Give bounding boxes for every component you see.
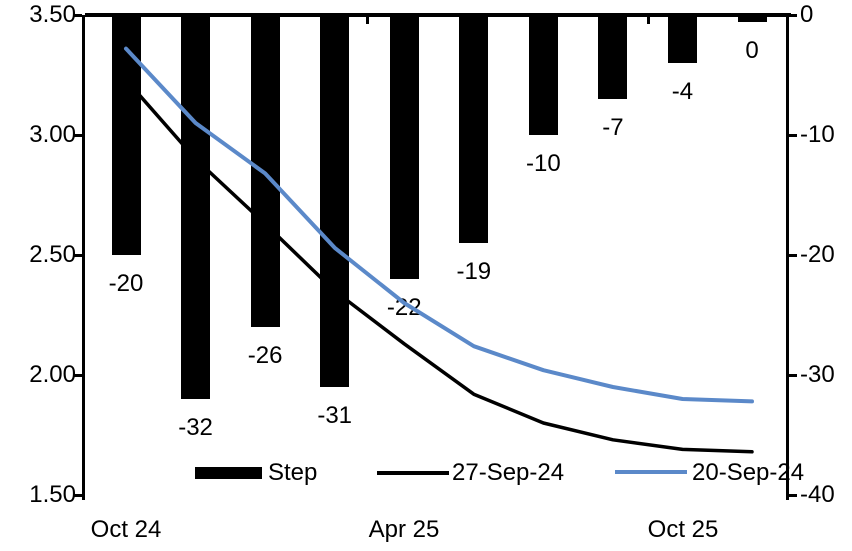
right-axis-tick (789, 373, 797, 377)
left-axis-tick-label: 2.50 (29, 241, 76, 268)
x-axis-label-oct-25: Oct 25 (647, 516, 719, 543)
top-axis-tick (366, 15, 369, 24)
legend-27-sep-24-label: 27-Sep-24 (452, 459, 565, 486)
right-axis-tick (789, 133, 797, 137)
line-20-sep-24 (124, 46, 754, 404)
left-axis-tick-label: 3.50 (29, 1, 76, 28)
bar-value-label: -10 (526, 150, 561, 177)
bar-step (459, 17, 489, 243)
bar-step (598, 17, 628, 99)
bar-value-label: 0 (745, 37, 759, 64)
bar-value-label: -31 (317, 402, 353, 429)
top-axis-tick (647, 15, 650, 24)
top-axis-line (85, 13, 791, 17)
line-27-sep-24 (124, 78, 754, 454)
left-axis-tick (74, 373, 82, 377)
legend-20-sep-24-line-swatch-icon (615, 470, 687, 474)
legend-step-label: Step (268, 459, 318, 486)
left-axis-tick-label: 1.50 (29, 481, 76, 508)
bar-step (320, 17, 350, 387)
bar-value-label: -4 (671, 78, 694, 105)
left-axis-tick-label: 2.00 (29, 361, 76, 388)
right-axis-tick-label: -40 (800, 481, 835, 508)
bar-value-label: -26 (247, 342, 283, 369)
bar-step (389, 17, 419, 279)
legend-20-sep-24-label: 20-Sep-24 (692, 459, 805, 486)
right-axis-tick-label: -30 (800, 361, 835, 388)
right-axis-line (786, 15, 789, 500)
left-axis-tick-label: 3.00 (29, 121, 76, 148)
right-axis-tick-label: -10 (800, 121, 835, 148)
x-axis-label-apr-25: Apr 25 (368, 516, 440, 543)
bar-value-label: -19 (456, 258, 492, 285)
x-axis-label-oct-24: Oct 24 (90, 516, 162, 543)
left-axis-line (82, 15, 85, 500)
bar-value-label: -32 (178, 414, 213, 441)
right-axis-tick (789, 13, 797, 17)
bar-value-label: -22 (386, 294, 422, 321)
bar-step (528, 17, 558, 135)
legend-27-sep-24-line-swatch-icon (377, 471, 449, 475)
right-axis-tick (789, 253, 797, 257)
left-axis-tick (74, 133, 82, 137)
bar-step (181, 17, 211, 399)
right-axis-tick (789, 493, 797, 497)
bar-step (667, 17, 697, 63)
bar-value-label: -20 (108, 270, 144, 297)
left-axis-tick (74, 493, 82, 497)
bar-step (737, 17, 767, 22)
legend-step-bar-swatch-icon (195, 467, 262, 479)
right-axis-tick-label: -20 (800, 241, 835, 268)
left-axis-tick (74, 253, 82, 257)
bar-value-label: -7 (602, 114, 624, 141)
right-axis-tick-label: 0 (800, 1, 814, 28)
left-axis-tick (74, 13, 82, 17)
